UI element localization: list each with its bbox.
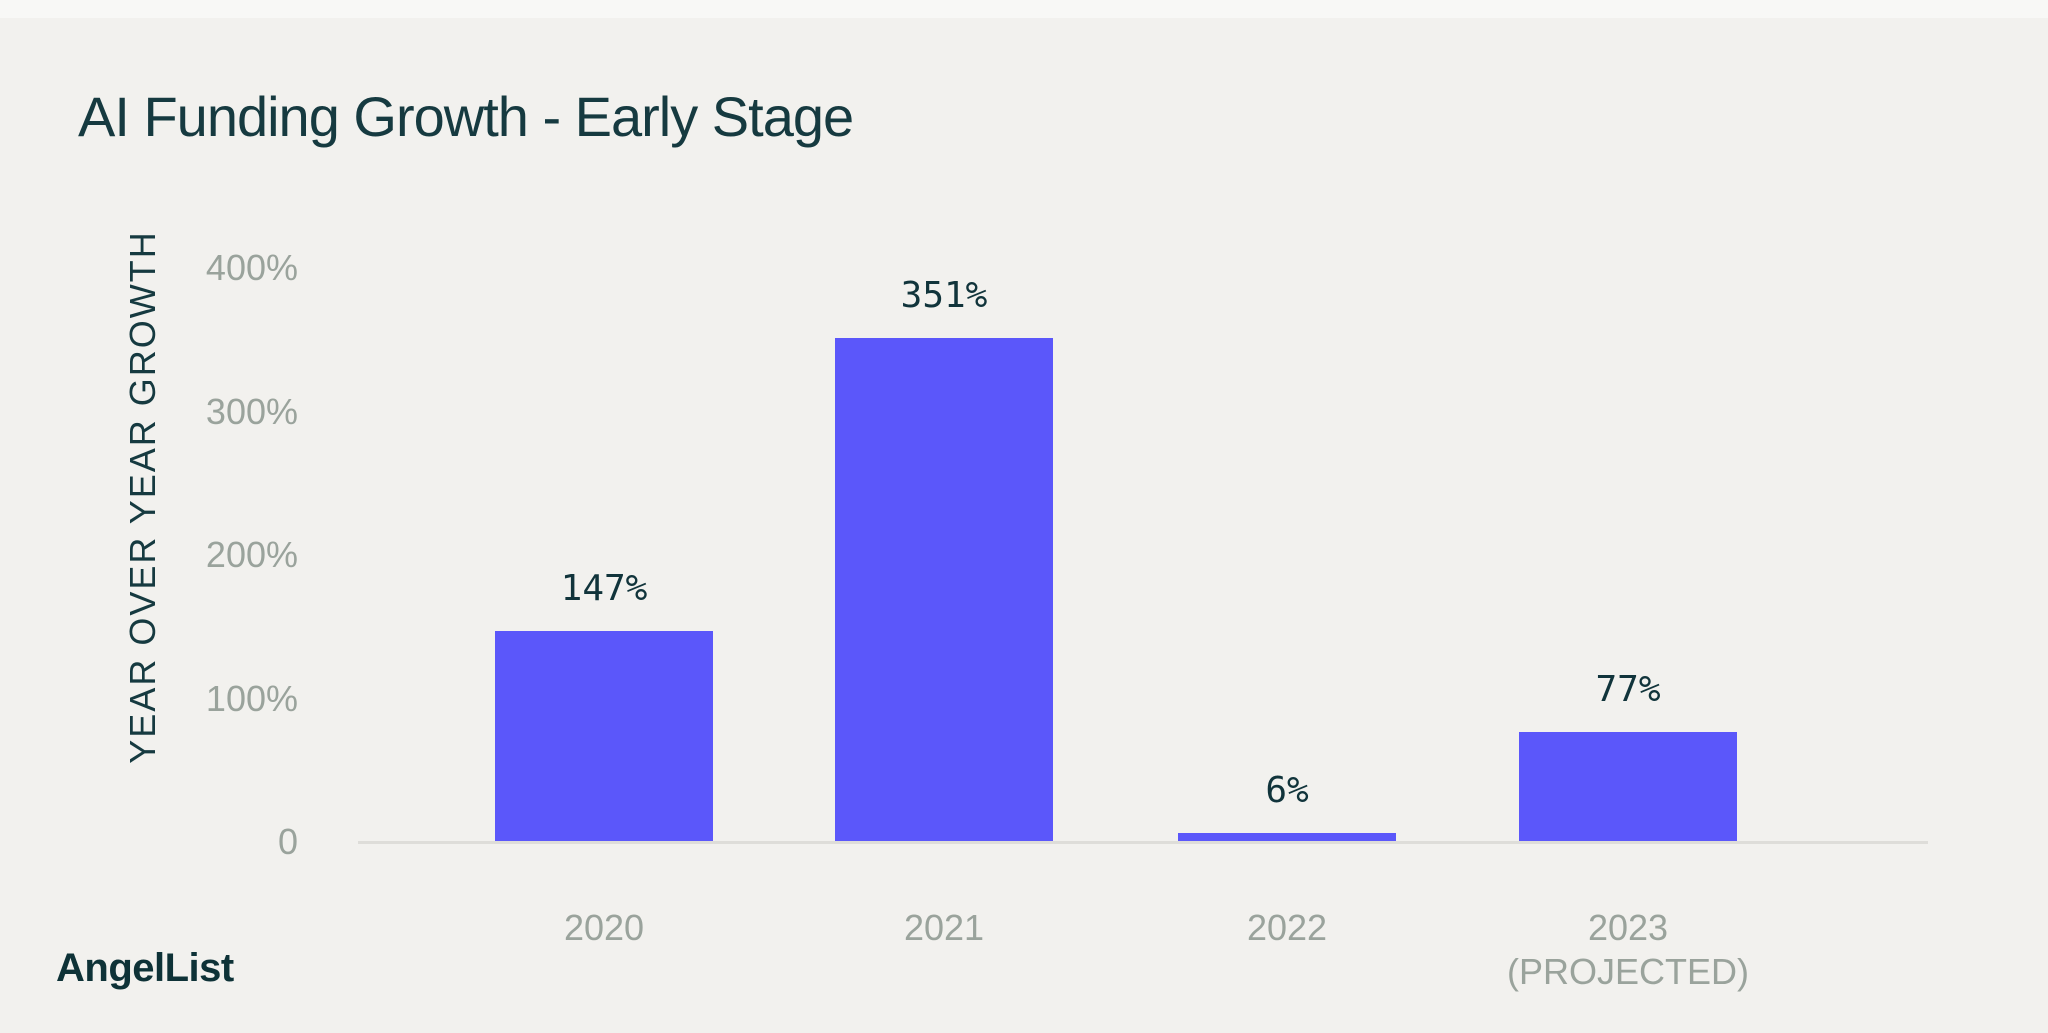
top-strip bbox=[0, 0, 2048, 18]
y-tick-label: 0 bbox=[277, 821, 298, 862]
x-axis-label-2020: 2020 bbox=[564, 906, 644, 950]
angellist-logo: AngelList bbox=[56, 946, 234, 990]
x-axis-label-2021: 2021 bbox=[904, 906, 984, 950]
bar-value-label: 6% bbox=[1265, 770, 1309, 811]
y-tick-label: 300% bbox=[205, 390, 298, 432]
bar-value-label: 77% bbox=[1595, 669, 1661, 710]
x-axis-line bbox=[358, 841, 1928, 844]
x-label-year: 2023 bbox=[1587, 907, 1669, 948]
x-label-year: 2022 bbox=[1246, 907, 1328, 948]
y-tick-label: 200% bbox=[205, 534, 298, 575]
chart-title: AI Funding Growth - Early Stage bbox=[78, 85, 854, 148]
bar-2023: 77% bbox=[1519, 669, 1737, 842]
bar-value-label: 147% bbox=[560, 568, 648, 609]
x-label-year: 2021 bbox=[903, 907, 985, 948]
x-axis-label-2023: 2023 (PROJECTED) bbox=[1507, 906, 1749, 994]
bar-2021: 351% bbox=[835, 275, 1053, 842]
x-axis-label-2022: 2022 bbox=[1247, 906, 1327, 950]
bar-2022: 6% bbox=[1178, 770, 1396, 842]
y-tick-label: 100% bbox=[205, 677, 298, 719]
y-tick-label: 400% bbox=[205, 247, 298, 288]
x-label-sublabel: (PROJECTED) bbox=[1507, 951, 1749, 992]
bar-2020: 147% bbox=[495, 568, 713, 842]
bar-value-label: 351% bbox=[900, 275, 988, 316]
x-label-year: 2020 bbox=[563, 907, 645, 948]
